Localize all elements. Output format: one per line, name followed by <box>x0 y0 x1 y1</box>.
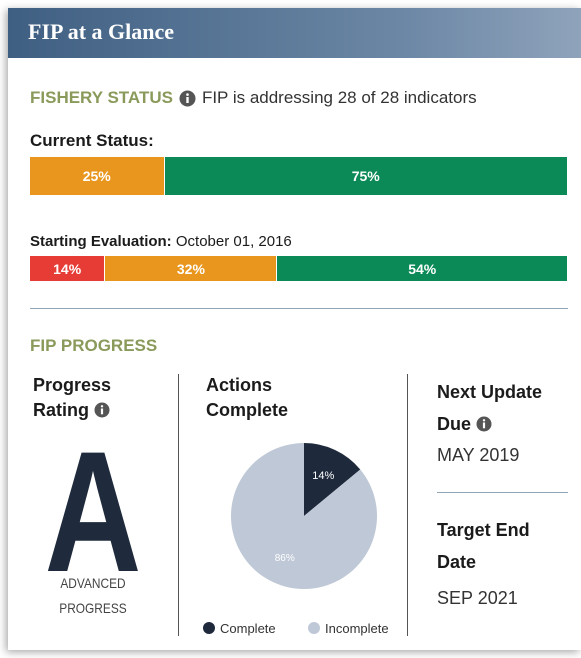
actions-pie: 14% 86% Complete Incomplete <box>203 443 389 636</box>
status-heading: FISHERY STATUS <box>30 88 173 107</box>
starting-row: Starting Evaluation: October 01, 2016 <box>30 233 292 250</box>
bar-segment: 54% <box>277 256 568 281</box>
starting-bar: 14% 32% 54% <box>30 256 568 281</box>
bar-segment: 32% <box>105 256 278 281</box>
bar-segment: 25% <box>30 157 165 195</box>
status-summary: FIP is addressing 28 of 28 indicators <box>201 88 477 107</box>
pie-slice <box>304 443 361 516</box>
legend-label: Incomplete <box>325 621 389 636</box>
rating-description: ADVANCED PROGRESS <box>59 575 127 616</box>
divider <box>178 374 179 636</box>
separator <box>30 308 568 309</box>
slice-label: 14% <box>312 470 334 482</box>
pie-slice <box>231 443 377 589</box>
next-update-title: Next Update Due <box>437 376 567 440</box>
starting-date: October 01, 2016 <box>175 233 292 250</box>
rating-title-text: Progress Rating <box>33 375 112 420</box>
target-end-date: SEP 2021 <box>437 588 518 608</box>
target-end-title: Target End Date <box>437 520 530 572</box>
grade: A <box>44 416 142 608</box>
info-icon[interactable] <box>179 90 196 107</box>
current-label: Current Status: <box>30 131 154 150</box>
separator <box>437 492 568 493</box>
legend-label: Complete <box>220 621 276 636</box>
header: FIP at a Glance <box>8 8 581 58</box>
current-bar: 25% 75% <box>30 157 568 195</box>
legend-swatch <box>203 622 215 634</box>
status-row: FISHERY STATUS FIP is addressing 28 of 2… <box>30 88 477 108</box>
divider <box>407 374 408 636</box>
header-title: FIP at a Glance <box>28 19 175 44</box>
rating-title: Progress Rating <box>33 373 143 423</box>
actions-title: Actions Complete <box>206 375 289 420</box>
bar-segment: 75% <box>164 157 568 195</box>
info-icon[interactable] <box>476 416 492 432</box>
fip-card: FIP at a Glance FISHERY STATUS FIP is ad… <box>8 8 581 650</box>
next-update-date: MAY 2019 <box>437 445 520 465</box>
info-icon[interactable] <box>94 402 110 418</box>
bar-segment: 14% <box>30 256 106 281</box>
slice-label: 86% <box>275 553 295 564</box>
progress-heading: FIP PROGRESS <box>30 336 158 355</box>
starting-label: Starting Evaluation: <box>30 233 172 250</box>
next-update-title-text: Next Update Due <box>437 382 543 434</box>
legend-swatch <box>308 622 320 634</box>
